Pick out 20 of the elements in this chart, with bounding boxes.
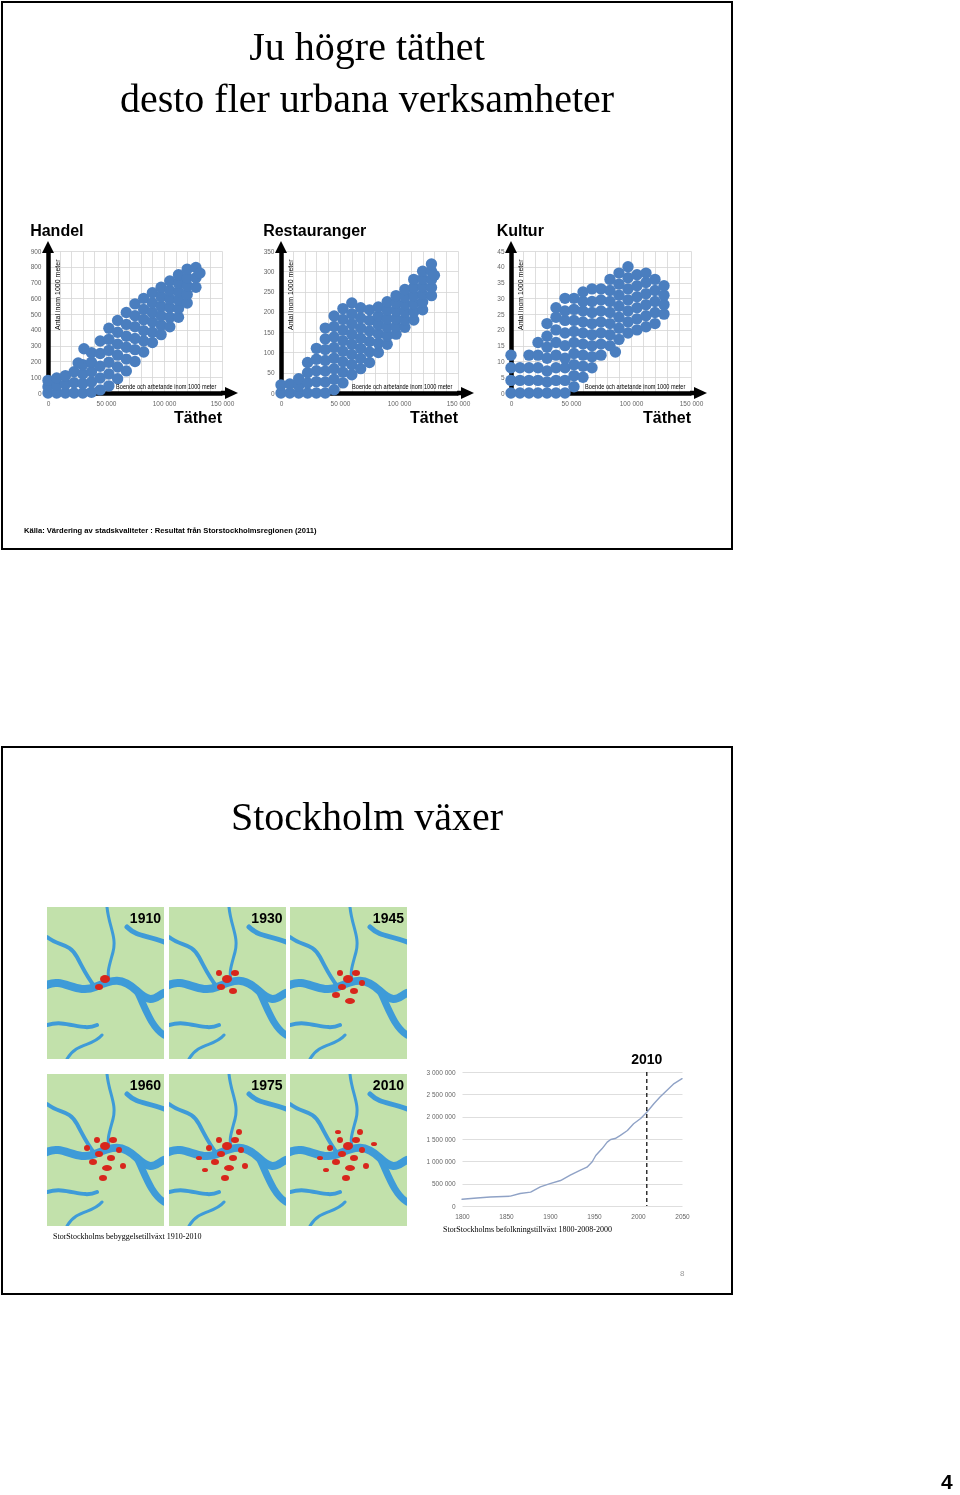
line-series: [461, 1078, 683, 1200]
chart-title: Handel: [30, 222, 84, 239]
text: Täthet: [643, 409, 691, 428]
text: Ju högre täthet desto fler urbana verksamheter: [119, 23, 615, 123]
category-label: 2010: [372, 1077, 404, 1094]
text: 4: [941, 1470, 953, 1495]
category-label: 1960: [129, 1077, 161, 1094]
category-label: 1945: [372, 910, 404, 927]
text: StorStockholms befolkningstillväxt 1800-2008-2000: [443, 1225, 612, 1235]
chart-title: Kultur: [496, 222, 544, 239]
category-label: 1910: [129, 910, 161, 927]
text: StorStockholms bebyggelsetillväxt 1910-2010: [53, 1232, 202, 1242]
ref-line-label: 2010: [631, 1051, 663, 1067]
category-label: 1975: [251, 1077, 283, 1094]
text: Täthet: [174, 409, 222, 428]
category-label: 1930: [251, 910, 283, 927]
chart-title: Restauranger: [263, 222, 367, 239]
text: 8: [680, 1269, 685, 1279]
text: Stockholm växer: [230, 793, 504, 841]
text: Täthet: [410, 409, 458, 428]
